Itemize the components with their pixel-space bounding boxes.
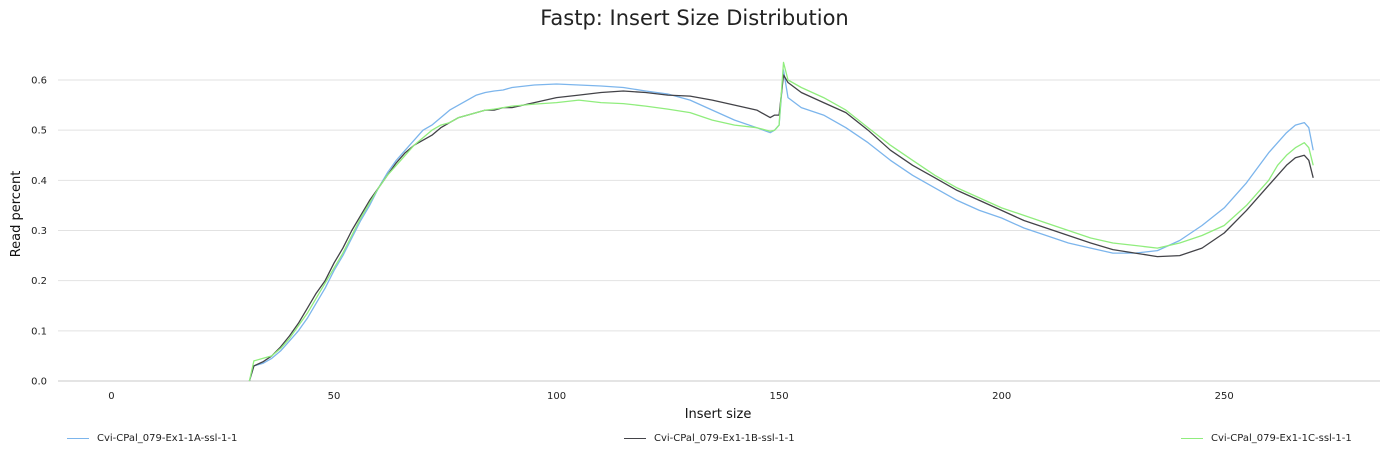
series-line-1b bbox=[248, 74, 1314, 382]
series-lines bbox=[248, 61, 1314, 382]
legend-swatch-1b bbox=[624, 438, 646, 439]
x-axis-title: Insert size bbox=[685, 407, 752, 422]
legend-item-1a[interactable]: Cvi-CPal_079-Ex1-1A-ssl-1-1 bbox=[67, 433, 237, 444]
series-line-1a bbox=[248, 69, 1314, 382]
legend: Cvi-CPal_079-Ex1-1A-ssl-1-1 Cvi-CPal_079… bbox=[0, 433, 1389, 449]
x-tick-label: 250 bbox=[1215, 391, 1234, 402]
y-tick-label: 0.5 bbox=[31, 126, 47, 137]
legend-item-1c[interactable]: Cvi-CPal_079-Ex1-1C-ssl-1-1 bbox=[1181, 433, 1352, 444]
legend-swatch-1c bbox=[1181, 438, 1203, 439]
gridlines bbox=[58, 79, 1380, 382]
legend-swatch-1a bbox=[67, 438, 89, 439]
y-tick-label: 0.2 bbox=[31, 276, 47, 287]
x-tick-label: 200 bbox=[992, 391, 1011, 402]
y-tick-label: 0.6 bbox=[31, 76, 47, 87]
y-tick-label: 0.3 bbox=[31, 226, 47, 237]
y-axis-ticks: 0.0 0.1 0.2 0.3 0.4 0.5 0.6 bbox=[31, 76, 47, 388]
legend-item-1b[interactable]: Cvi-CPal_079-Ex1-1B-ssl-1-1 bbox=[624, 433, 795, 444]
series-line-1c bbox=[248, 61, 1314, 382]
x-tick-label: 0 bbox=[108, 391, 114, 402]
x-tick-label: 150 bbox=[770, 391, 789, 402]
chart-title: Fastp: Insert Size Distribution bbox=[540, 6, 849, 30]
x-axis-ticks: 0 50 100 150 200 250 bbox=[108, 391, 1234, 402]
legend-label-1b: Cvi-CPal_079-Ex1-1B-ssl-1-1 bbox=[654, 433, 795, 444]
y-tick-label: 0.0 bbox=[31, 377, 47, 388]
y-tick-label: 0.1 bbox=[31, 326, 47, 337]
y-axis-title: Read percent bbox=[9, 171, 24, 258]
y-tick-label: 0.4 bbox=[31, 176, 47, 187]
legend-label-1c: Cvi-CPal_079-Ex1-1C-ssl-1-1 bbox=[1211, 433, 1352, 444]
x-tick-label: 100 bbox=[547, 391, 566, 402]
x-tick-label: 50 bbox=[328, 391, 341, 402]
chart-plot-area: 0.0 0.1 0.2 0.3 0.4 0.5 0.6 0 50 100 150 200 250 In… bbox=[9, 61, 1380, 422]
legend-label-1a: Cvi-CPal_079-Ex1-1A-ssl-1-1 bbox=[97, 433, 238, 444]
